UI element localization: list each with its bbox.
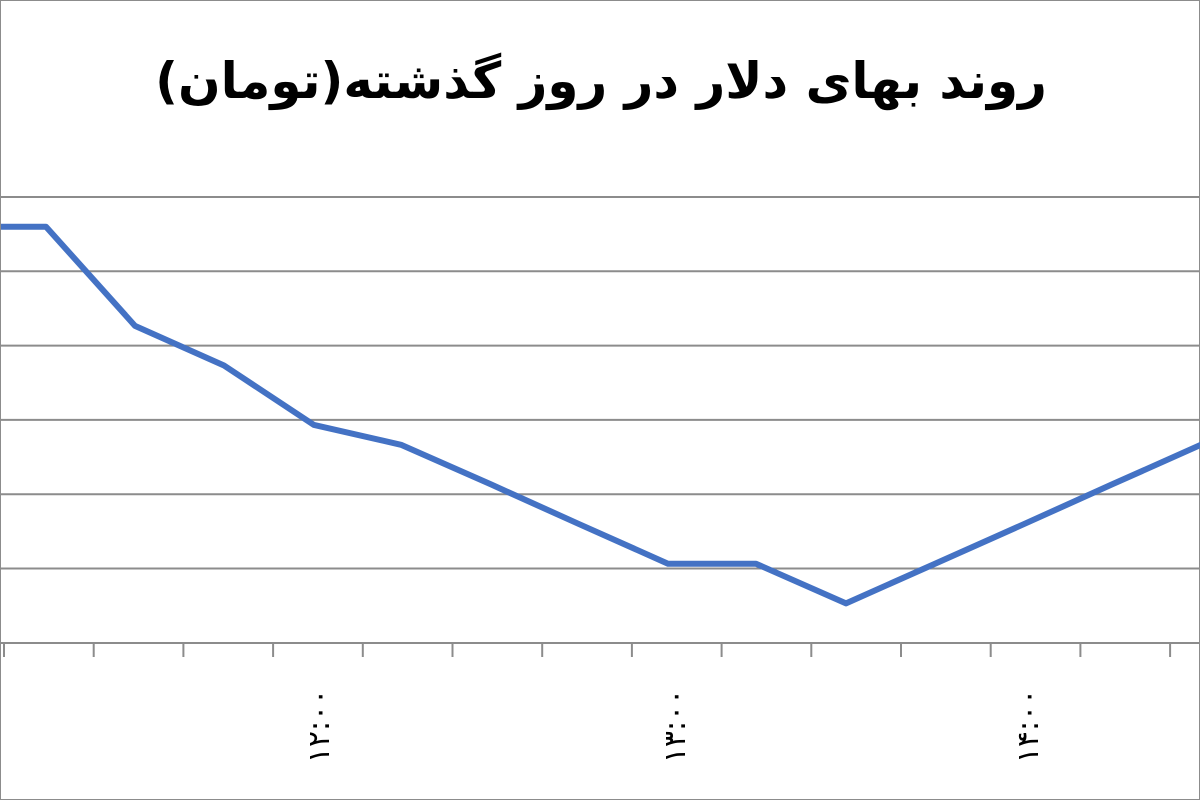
x-axis xyxy=(1,643,1200,657)
series-line xyxy=(1,227,1200,604)
gridlines xyxy=(1,197,1200,569)
series-layer xyxy=(1,227,1200,604)
x-tick-label: ۱۳:۰۰ xyxy=(658,689,693,764)
x-tick-labels: ۱۲:۰۰ ۱۳:۰۰ ۱۴:۰۰ xyxy=(302,689,1046,764)
x-tick-label: ۱۲:۰۰ xyxy=(302,689,337,764)
x-tick-label: ۱۴:۰۰ xyxy=(1011,689,1046,764)
